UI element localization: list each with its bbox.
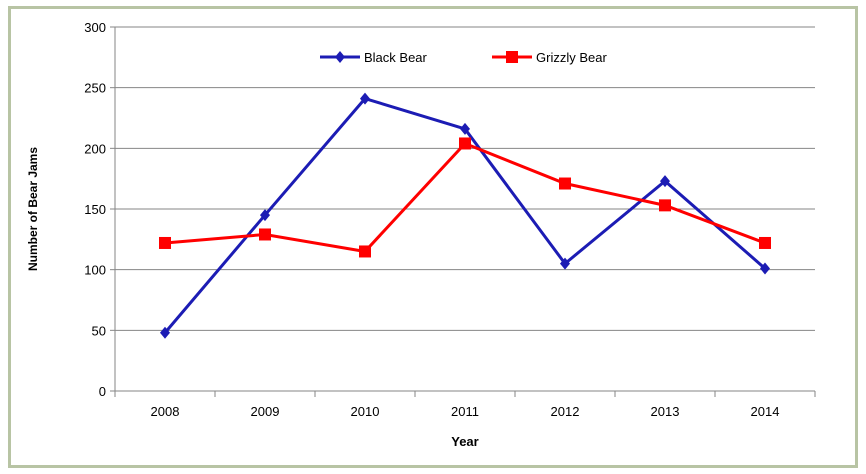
x-tick-label: 2014 (751, 404, 780, 419)
square-marker (159, 236, 171, 249)
y-tick-label: 250 (84, 81, 106, 96)
x-tick-label: 2012 (551, 404, 580, 419)
square-marker (459, 137, 471, 150)
diamond-marker (335, 51, 345, 63)
y-tick-label: 0 (99, 384, 106, 399)
y-tick-label: 50 (92, 323, 106, 338)
y-tick-label: 200 (84, 141, 106, 156)
square-marker (659, 199, 671, 212)
x-tick-label: 2010 (351, 404, 380, 419)
x-tick-label: 2008 (151, 404, 180, 419)
diamond-marker (360, 92, 370, 105)
x-tick-label: 2011 (451, 404, 479, 419)
square-marker (506, 51, 518, 63)
series-line-grizzly-bear (164, 141, 766, 254)
square-marker (359, 245, 371, 258)
diamond-marker (660, 175, 670, 188)
y-tick-label: 100 (84, 263, 106, 278)
y-axis-label: Number of Bear Jams (26, 147, 40, 271)
legend-label: Black Bear (364, 50, 428, 65)
x-tick-label: 2013 (651, 404, 680, 419)
y-tick-label: 150 (84, 202, 106, 217)
diamond-marker (760, 262, 770, 275)
x-tick-label: 2009 (251, 404, 280, 419)
square-marker (559, 177, 571, 190)
diamond-marker (260, 209, 270, 222)
y-tick-label: 300 (84, 20, 106, 35)
square-marker (759, 236, 771, 249)
legend-label: Grizzly Bear (536, 50, 607, 65)
square-marker (259, 228, 271, 241)
diamond-marker (460, 122, 470, 135)
diamond-marker (560, 257, 570, 270)
diamond-marker (160, 326, 170, 339)
x-axis-label: Year (451, 434, 478, 449)
